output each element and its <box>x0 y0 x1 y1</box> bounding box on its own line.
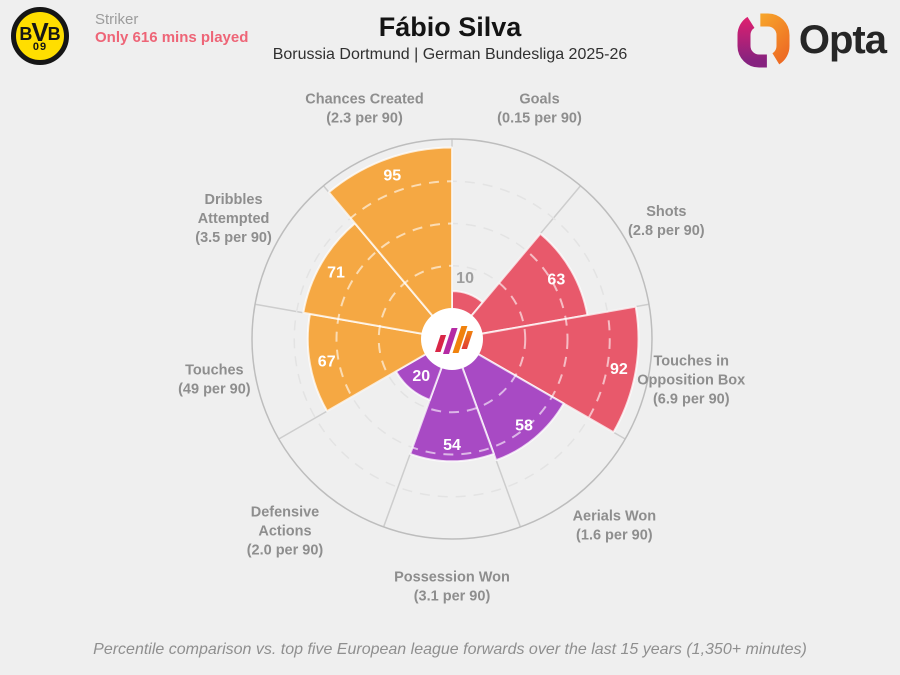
category-label: Touches in Opposition Box (6.9 per 90) <box>637 353 745 407</box>
opta-wordmark: Opta <box>798 17 887 62</box>
page-subtitle: Borussia Dortmund | German Bundesliga 20… <box>272 46 628 63</box>
center-brand-icon <box>435 326 473 354</box>
fill-grid-rings <box>303 180 611 462</box>
sector-slice <box>327 146 453 340</box>
opta-ring-icon <box>737 13 790 68</box>
badge-letter: B <box>19 24 33 44</box>
page-title: Fábio Silva <box>378 12 522 42</box>
value-label: 95 <box>383 167 401 184</box>
sector-slice <box>302 222 453 340</box>
badge-letter: B <box>47 24 61 44</box>
value-label: 20 <box>412 368 430 385</box>
sector-slice <box>306 312 453 413</box>
title-block: Fábio Silva Borussia Dortmund | German B… <box>0 12 900 66</box>
value-label: 54 <box>443 437 461 454</box>
value-label: 10 <box>456 270 474 287</box>
badge-number: 09 <box>32 41 48 53</box>
sector-slice <box>451 232 589 340</box>
category-label: Dribbles Attempted (3.5 per 90) <box>195 192 272 246</box>
outer-ring <box>251 138 653 540</box>
category-label: Aerials Won (1.6 per 90) <box>573 508 657 543</box>
sector-slice <box>409 338 495 463</box>
opta-logo: Opta <box>736 10 887 70</box>
bvb-badge-letters: B V B <box>19 19 60 45</box>
badge-letter: V <box>31 17 49 47</box>
position-label: Striker <box>95 11 139 28</box>
category-label: Possession Won (3.1 per 90) <box>394 570 510 605</box>
footer-note: Percentile comparison vs. top five Europ… <box>93 641 807 658</box>
player-meta: Striker Only 616 mins played <box>95 11 248 47</box>
value-label: 92 <box>610 361 628 378</box>
value-label: 67 <box>318 354 336 371</box>
value-label: 71 <box>327 265 345 282</box>
category-label: Goals (0.15 per 90) <box>497 91 582 126</box>
sector-slice <box>451 338 565 462</box>
value-label: 63 <box>547 271 565 288</box>
category-label: Touches (49 per 90) <box>178 363 251 398</box>
sector-slice <box>451 305 640 434</box>
category-label: Shots (2.8 per 90) <box>628 204 705 239</box>
category-label: Defensive Actions (2.0 per 90) <box>247 504 324 558</box>
bvb-club-badge: B V B 09 <box>11 7 69 65</box>
value-label: 58 <box>515 417 533 434</box>
minutes-warning: Only 616 mins played <box>95 29 249 46</box>
category-label: Chances Created (2.3 per 90) <box>305 91 423 126</box>
